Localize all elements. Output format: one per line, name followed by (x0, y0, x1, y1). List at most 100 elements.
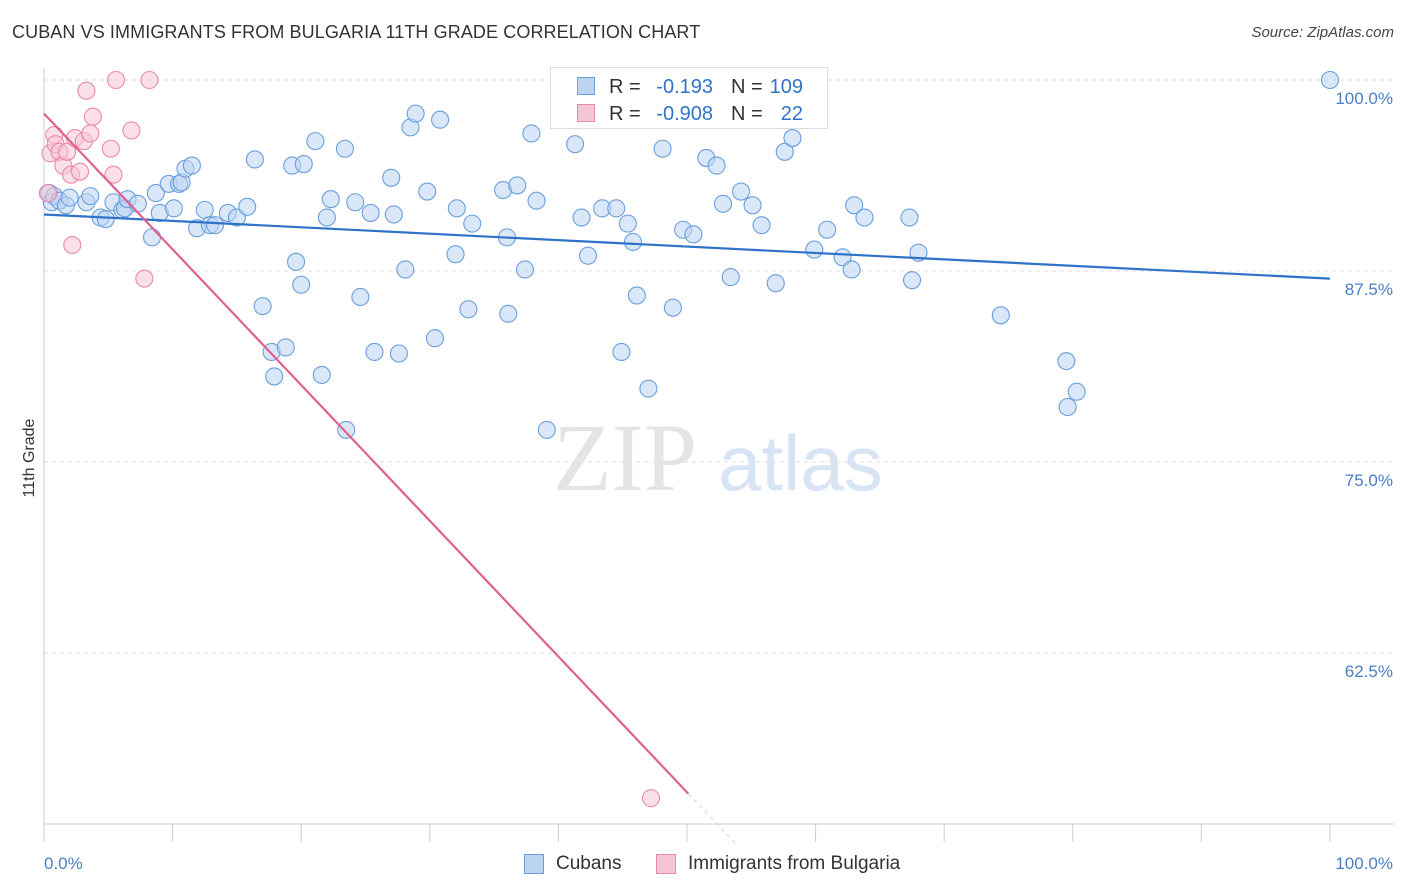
watermark-atlas: atlas (718, 419, 883, 507)
point-cuban (60, 188, 79, 207)
point-cuban (713, 194, 733, 213)
point-cuban (195, 200, 214, 219)
point-cuban (265, 367, 284, 386)
tick-labels: 100.0% 87.5% 75.0% 62.5% 0.0% 100.0% (44, 89, 1393, 873)
point-cuban (396, 260, 415, 279)
trend-lines (43, 112, 1331, 845)
cubans-swatch (524, 854, 544, 874)
x-tick-label: 0.0% (44, 854, 83, 873)
point-cuban (752, 216, 771, 235)
point-cuban (653, 139, 672, 158)
point-cuban (684, 225, 703, 244)
watermark-zip: ZIP (553, 404, 697, 511)
y-tick-label: 62.5% (1345, 662, 1393, 681)
y-axis-label: 11th Grade (21, 418, 38, 497)
point-cuban (238, 197, 257, 216)
point-cuban (783, 129, 802, 148)
point-cuban (855, 208, 874, 227)
point-cuban (508, 176, 527, 195)
point-cuban (335, 139, 354, 158)
point-cuban (902, 271, 922, 290)
point-cuban (499, 304, 518, 323)
point-bulgaria (135, 269, 154, 288)
point-bulgaria (101, 139, 120, 158)
point-bulgaria (140, 70, 159, 90)
r-label: R = (609, 76, 641, 98)
point-cuban (607, 199, 626, 218)
points-bulgaria (38, 70, 661, 808)
point-cuban (721, 268, 740, 287)
point-cuban (431, 110, 450, 129)
point-bulgaria (63, 235, 82, 255)
point-cuban (447, 199, 466, 218)
point-cuban (287, 252, 306, 271)
point-cuban (1067, 382, 1086, 401)
point-cuban (253, 297, 272, 316)
point-cuban (361, 203, 380, 222)
point-cuban (459, 300, 478, 319)
point-bulgaria (83, 107, 102, 126)
point-cuban (346, 193, 365, 212)
point-cuban (731, 182, 751, 201)
point-cuban (406, 104, 425, 123)
point-bulgaria (38, 184, 57, 203)
point-cuban (337, 420, 356, 439)
x-tick-label: 100.0% (1335, 854, 1393, 873)
point-cuban (312, 365, 331, 384)
point-cuban (900, 208, 919, 227)
point-bulgaria (106, 70, 126, 90)
point-cuban (639, 379, 658, 398)
point-cuban (205, 216, 225, 235)
point-cuban (463, 214, 482, 233)
point-bulgaria (58, 142, 77, 161)
point-cuban (128, 194, 147, 213)
point-cuban (515, 260, 535, 279)
bulgaria-swatch (577, 104, 595, 122)
point-cuban (294, 154, 313, 174)
point-cuban (182, 156, 201, 175)
y-tick-label: 75.0% (1345, 471, 1393, 490)
point-cuban (1057, 352, 1076, 371)
point-cuban (707, 156, 726, 175)
point-cuban (527, 191, 546, 210)
point-cuban (96, 209, 115, 229)
point-cuban (81, 187, 100, 206)
point-cuban (146, 184, 165, 203)
point-cuban (612, 342, 631, 362)
r-value: -0.908 (656, 103, 713, 125)
trend-line-cubans (43, 213, 1331, 280)
point-bulgaria (104, 165, 123, 184)
point-cuban (842, 260, 861, 279)
point-cuban (775, 142, 794, 161)
bulgaria-swatch (656, 854, 676, 874)
point-cuban (306, 132, 325, 151)
point-cuban (1320, 70, 1340, 90)
point-cuban (351, 287, 370, 307)
point-cuban (845, 196, 864, 215)
point-cuban (833, 248, 852, 267)
point-cuban (164, 199, 183, 218)
source-label: Source: ZipAtlas.com (1251, 24, 1394, 41)
point-cuban (142, 228, 162, 247)
point-cuban (522, 124, 541, 143)
point-cuban (743, 196, 762, 215)
n-value: 109 (769, 76, 803, 98)
point-bulgaria (77, 81, 96, 100)
point-cuban (245, 150, 264, 169)
trend-line-bulgaria (43, 112, 690, 795)
point-bulgaria (81, 124, 100, 143)
point-bulgaria (641, 789, 661, 808)
trend-line-extension (687, 793, 737, 845)
point-cuban (627, 286, 646, 305)
series-legend: Cubans Immigrants from Bulgaria (0, 852, 1406, 878)
point-cuban (365, 342, 384, 362)
point-bulgaria (122, 121, 141, 140)
y-tick-label: 100.0% (1335, 89, 1393, 108)
stats-row-bulgaria: R = -0.908 N = 22 (551, 99, 827, 127)
point-cuban (1058, 397, 1077, 417)
legend-label: Cubans (556, 853, 622, 874)
r-value: -0.193 (656, 76, 713, 98)
point-cuban (317, 208, 336, 227)
stats-row-cubans: R = -0.193 N = 109 (551, 72, 827, 100)
